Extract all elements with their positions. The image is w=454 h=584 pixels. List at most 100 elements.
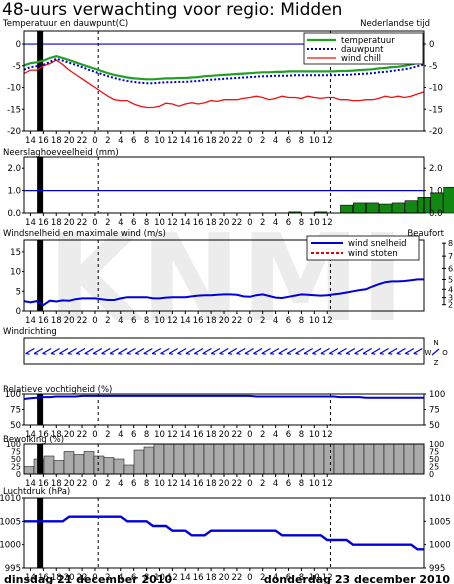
precip-x-tick-label: 12 — [167, 218, 178, 228]
wind-direction-arrowhead — [194, 352, 199, 355]
cloud-x-tick-label: 22 — [231, 479, 242, 489]
wind-direction-arrow — [109, 347, 119, 355]
precip-bar — [430, 192, 444, 214]
wind-direction-arrowhead — [236, 352, 241, 355]
pressure-x-tick-label: 0 — [92, 573, 97, 583]
precip-y-right-tick: 2.0 — [429, 164, 443, 174]
wind-direction-arrowhead — [50, 352, 55, 355]
wind-x-tick-label: 8 — [144, 316, 149, 326]
cloud-bar — [233, 443, 245, 475]
precip-x-tick-label: 18 — [206, 218, 217, 228]
pressure-x-tick-label: 18 — [51, 573, 62, 583]
cloud-bar — [403, 443, 415, 475]
wind-direction-arrowhead — [278, 352, 283, 355]
wind-current-time-bar — [37, 240, 44, 311]
cloud-bar — [223, 443, 235, 475]
wind-direction-arrowhead — [93, 352, 98, 355]
cloud-y-right-tick: 0 — [429, 470, 434, 479]
pressure-x-tick-label: 22 — [77, 573, 88, 583]
wind-direction-arrowhead — [405, 352, 410, 355]
wind-direction-arrowhead — [413, 352, 418, 355]
wind-legend-label-speed: wind snelheid — [348, 239, 407, 249]
temp-x-tick-label: 2 — [260, 136, 265, 146]
temp-x-tick-label: 16 — [38, 136, 49, 146]
humidity-x-tick-label: 14 — [180, 430, 191, 440]
precip-panel-title: Neerslaghoeveelheid (mm) — [3, 148, 119, 158]
beaufort-tick-label: 4 — [448, 285, 453, 294]
precip-bar — [391, 202, 405, 214]
page-title: 48-uurs verwachting voor regio: Midden — [2, 0, 343, 20]
compass-z: Z — [434, 359, 439, 367]
wind-direction-arrowhead — [59, 352, 64, 355]
cloud-bar — [43, 455, 55, 475]
cloud-y-left-tick: 75 — [11, 448, 21, 457]
cloud-bar — [193, 443, 205, 475]
pressure-x-tick-label: 18 — [206, 573, 217, 583]
wind-direction-arrowhead — [270, 352, 275, 355]
wind-direction-arrow — [320, 347, 330, 355]
pressure-x-tick-label: 14 — [180, 573, 191, 583]
compass-o: O — [442, 349, 448, 357]
wind-direction-arrowhead — [84, 352, 89, 355]
temp-legend-label: dauwpunt — [341, 45, 384, 55]
cloud-bar — [283, 443, 295, 475]
knmi-watermark: KNMI — [47, 210, 404, 349]
temp-panel-title: Temperatuur en dauwpunt(C) — [2, 19, 128, 29]
humidity-y-left-tick: 50 — [10, 421, 21, 431]
precip-x-tick-label: 22 — [231, 218, 242, 228]
cloud-bar — [313, 443, 325, 475]
wind-direction-arrowhead — [303, 352, 308, 355]
wind-direction-arrowhead — [101, 352, 106, 355]
cloud-y-right-tick: 25 — [429, 463, 439, 472]
wind-direction-arrow — [143, 347, 153, 355]
wind-direction-arrow — [168, 347, 179, 355]
humidity-y-right-tick: 75 — [429, 406, 440, 416]
cloud-bar — [383, 443, 395, 475]
humidity-x-tick-label: 4 — [273, 430, 278, 440]
wind-direction-arrowhead — [354, 352, 359, 355]
cloud-bar — [53, 460, 65, 475]
temp-legend-label: temperatuur — [341, 36, 395, 46]
wind-direction-arrowhead — [253, 352, 258, 355]
wind-x-tick-label: 10 — [154, 316, 165, 326]
cloud-bar — [173, 443, 185, 475]
cloud-x-tick-label: 20 — [219, 479, 230, 489]
wind-direction-arrow — [210, 347, 221, 355]
cloud-x-tick-label: 16 — [193, 479, 204, 489]
pressure-plot-frame — [23, 497, 425, 569]
wind-direction-arrowhead — [118, 352, 123, 355]
temp-x-tick-label: 22 — [231, 136, 242, 146]
wind-direction-arrow — [151, 347, 162, 355]
temp-y-left-tick: -20 — [7, 127, 21, 137]
precip-bar — [378, 203, 392, 214]
wind-direction-arrowhead — [160, 352, 165, 355]
beaufort-tick-label: 5 — [448, 275, 453, 284]
cloud-y-left-tick: 25 — [11, 463, 21, 472]
humidity-x-tick-label: 8 — [144, 430, 149, 440]
beaufort-tick-label: 2 — [448, 301, 453, 310]
day-label-left: dinsdag 21 december 2010 — [4, 573, 172, 584]
humidity-x-tick-label: 18 — [206, 430, 217, 440]
pressure-x-tick-label: 16 — [193, 573, 204, 583]
pressure-x-tick-label: 2 — [260, 573, 265, 583]
humidity-x-tick-label: 10 — [154, 430, 165, 440]
wind-direction-arrow — [185, 347, 195, 355]
wind-x-tick-label: 16 — [38, 316, 49, 326]
wind-direction-arrow — [371, 347, 381, 355]
temp-x-tick-label: 4 — [273, 136, 278, 146]
pressure-x-tick-label: 10 — [154, 573, 165, 583]
wind-x-tick-label: 22 — [231, 316, 242, 326]
wind-x-tick-label: 18 — [206, 316, 217, 326]
wind-direction-arrowhead — [42, 352, 47, 355]
pressure-x-tick-label: 6 — [286, 573, 291, 583]
cloud-bar — [133, 449, 145, 475]
temp-y-right-tick: -10 — [429, 84, 443, 94]
humidity-panel-title: Relatieve vochtigheid (%) — [3, 385, 112, 395]
humidity-x-tick-label: 6 — [286, 430, 291, 440]
cloud-y-left-tick: 50 — [11, 455, 21, 464]
temp-y-left-tick: -15 — [7, 105, 21, 115]
humidity-x-tick-label: 6 — [131, 430, 136, 440]
humidity-x-tick-label: 10 — [309, 430, 320, 440]
temp-y-left-tick: -5 — [13, 62, 21, 72]
wind-direction-arrowhead — [67, 352, 72, 355]
